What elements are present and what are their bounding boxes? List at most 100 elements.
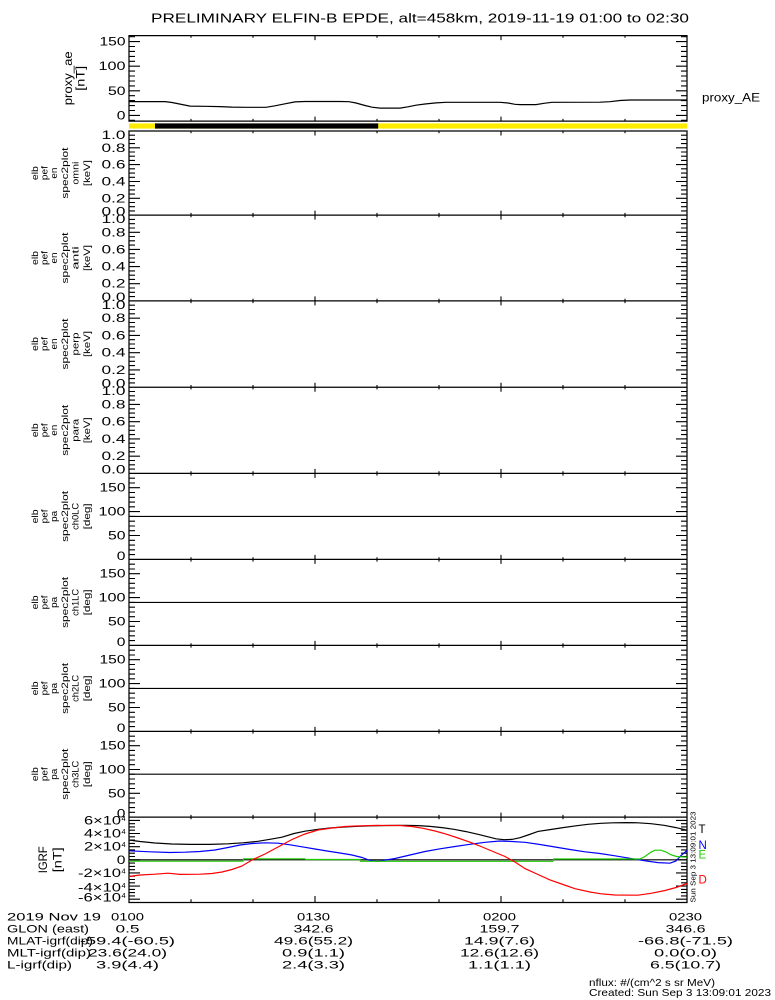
svg-text:-4×10: -4×10	[78, 883, 121, 895]
svg-text:pef: pef	[40, 423, 50, 437]
svg-text:1.0: 1.0	[102, 300, 126, 312]
svg-text:elb: elb	[30, 423, 40, 437]
svg-text:elb: elb	[30, 509, 40, 523]
svg-text:perp: perp	[71, 333, 81, 356]
svg-text:0200: 0200	[483, 911, 516, 923]
svg-text:spec2plot: spec2plot	[60, 748, 70, 800]
svg-text:spec2plot: spec2plot	[60, 662, 70, 714]
svg-text:1.0: 1.0	[102, 130, 126, 142]
svg-text:[nT]: [nT]	[76, 66, 88, 91]
svg-text:150: 150	[100, 741, 126, 753]
svg-text:49.6(55.2): 49.6(55.2)	[274, 936, 353, 948]
svg-text:4: 4	[122, 891, 126, 900]
svg-text:0.0: 0.0	[102, 465, 126, 477]
svg-text:100: 100	[99, 765, 126, 777]
svg-text:0.2: 0.2	[102, 365, 126, 377]
svg-text:12.6(12.6): 12.6(12.6)	[460, 948, 539, 960]
svg-text:[nT]: [nT]	[53, 847, 65, 872]
svg-text:-66.8(-71.5): -66.8(-71.5)	[638, 936, 733, 948]
svg-text:2019 Nov 19: 2019 Nov 19	[7, 911, 101, 923]
svg-text:-6×10: -6×10	[78, 892, 121, 904]
svg-text:[deg]: [deg]	[82, 589, 92, 615]
svg-text:6.5(10.7): 6.5(10.7)	[650, 960, 721, 972]
svg-text:proxy_AE: proxy_AE	[702, 93, 760, 105]
svg-text:0.8: 0.8	[102, 313, 126, 325]
svg-text:0.4: 0.4	[102, 348, 127, 360]
svg-text:elb: elb	[30, 337, 40, 351]
svg-text:100: 100	[99, 61, 126, 73]
svg-text:spec2plot: spec2plot	[60, 232, 70, 284]
svg-text:0.6: 0.6	[102, 330, 126, 342]
svg-text:0: 0	[117, 110, 126, 122]
svg-text:100: 100	[99, 679, 126, 691]
svg-text:50: 50	[108, 788, 126, 800]
svg-text:anti: anti	[71, 247, 81, 270]
svg-text:T: T	[699, 824, 706, 836]
svg-text:0.6: 0.6	[102, 160, 126, 172]
svg-text:elb: elb	[30, 767, 40, 781]
svg-text:2.4(3.3): 2.4(3.3)	[282, 960, 345, 972]
svg-text:pa: pa	[49, 682, 59, 694]
svg-text:0: 0	[117, 809, 126, 821]
svg-text:N: N	[699, 840, 707, 852]
svg-text:4: 4	[122, 827, 126, 836]
svg-text:0: 0	[117, 637, 126, 649]
svg-text:E: E	[699, 850, 707, 862]
svg-text:0.0: 0.0	[102, 292, 126, 304]
svg-text:0230: 0230	[669, 911, 702, 923]
svg-text:4: 4	[122, 840, 126, 849]
svg-text:L-igrf(dip): L-igrf(dip)	[7, 960, 72, 972]
svg-text:-59.4(-60.5): -59.4(-60.5)	[80, 936, 175, 948]
svg-text:0.0(0.0): 0.0(0.0)	[654, 948, 717, 960]
svg-text:pa: pa	[49, 510, 59, 522]
svg-text:pef: pef	[40, 337, 50, 351]
svg-text:4: 4	[122, 866, 126, 875]
svg-text:[keV]: [keV]	[82, 160, 92, 186]
svg-text:spec2plot: spec2plot	[60, 576, 70, 628]
svg-text:23.6(24.0): 23.6(24.0)	[88, 948, 167, 960]
svg-text:[deg]: [deg]	[82, 503, 92, 529]
svg-text:GLON (east): GLON (east)	[7, 923, 89, 935]
svg-text:14.9(7.6): 14.9(7.6)	[464, 936, 535, 948]
svg-text:50: 50	[108, 617, 126, 629]
svg-text:omni: omni	[71, 162, 81, 185]
svg-text:100: 100	[99, 507, 126, 519]
svg-text:0.6: 0.6	[102, 417, 126, 429]
svg-text:elb: elb	[30, 595, 40, 609]
svg-text:ch0LC: ch0LC	[71, 503, 81, 530]
svg-text:D: D	[699, 875, 707, 887]
svg-text:2×10: 2×10	[84, 842, 121, 854]
svg-text:1.0: 1.0	[102, 214, 126, 226]
svg-text:IGRF: IGRF	[38, 846, 50, 873]
svg-text:pa: pa	[49, 596, 59, 608]
svg-text:[deg]: [deg]	[82, 675, 92, 701]
svg-text:0100: 0100	[111, 911, 144, 923]
svg-text:pef: pef	[40, 166, 50, 180]
svg-text:50: 50	[108, 703, 126, 715]
svg-text:nflux: #/(cm^2 s sr MeV): nflux: #/(cm^2 s sr MeV)	[589, 977, 715, 989]
svg-text:0: 0	[117, 855, 126, 867]
svg-text:1.0: 1.0	[102, 386, 126, 398]
svg-text:150: 150	[100, 655, 126, 667]
svg-text:spec2plot: spec2plot	[60, 147, 70, 199]
svg-text:pa: pa	[49, 768, 59, 780]
svg-text:0.8: 0.8	[102, 143, 126, 155]
svg-text:0.4: 0.4	[102, 177, 127, 189]
svg-text:0.8: 0.8	[102, 399, 126, 411]
svg-text:PRELIMINARY ELFIN-B EPDE, alt=: PRELIMINARY ELFIN-B EPDE, alt=458km, 201…	[151, 11, 689, 26]
svg-text:0: 0	[117, 551, 126, 563]
svg-text:50: 50	[108, 531, 126, 543]
svg-text:pef: pef	[40, 595, 50, 609]
svg-text:0.5: 0.5	[116, 923, 140, 935]
svg-text:ch3LC: ch3LC	[71, 760, 81, 787]
svg-text:spec2plot: spec2plot	[60, 318, 70, 370]
svg-text:pef: pef	[40, 681, 50, 695]
svg-text:150: 150	[100, 483, 126, 495]
svg-text:en: en	[49, 168, 59, 179]
svg-text:342.6: 342.6	[294, 923, 334, 935]
svg-text:50: 50	[108, 86, 126, 98]
svg-text:spec2plot: spec2plot	[60, 404, 70, 456]
svg-text:ch2LC: ch2LC	[71, 675, 81, 702]
svg-text:159.7: 159.7	[480, 923, 520, 935]
svg-text:150: 150	[100, 569, 126, 581]
